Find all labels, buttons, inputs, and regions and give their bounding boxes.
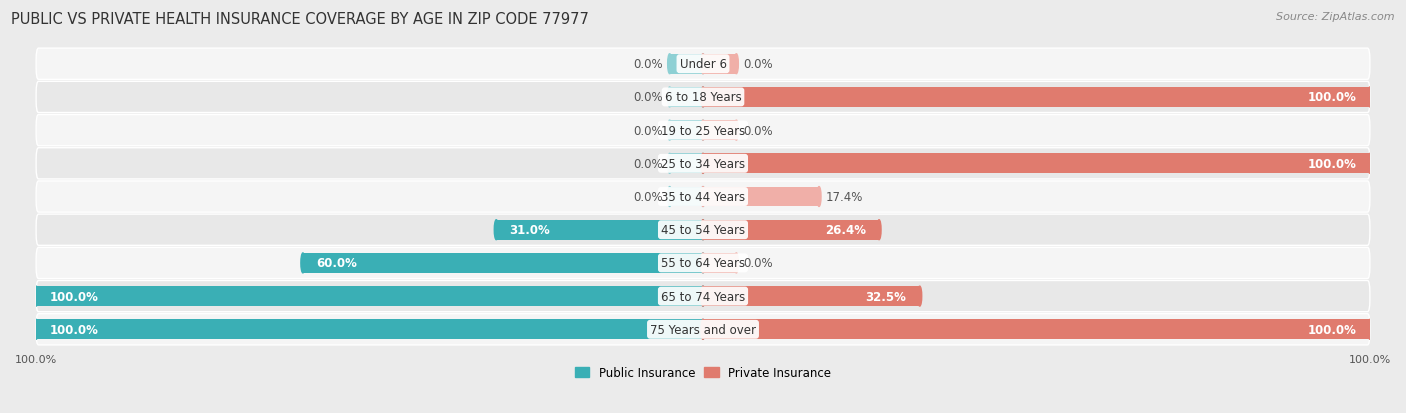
Circle shape bbox=[702, 220, 704, 240]
Circle shape bbox=[1368, 88, 1372, 108]
Bar bbox=[37, 287, 703, 306]
Text: 35 to 44 Years: 35 to 44 Years bbox=[661, 190, 745, 204]
Circle shape bbox=[702, 88, 704, 108]
Bar bbox=[496, 220, 703, 240]
Text: 0.0%: 0.0% bbox=[633, 58, 664, 71]
Text: 32.5%: 32.5% bbox=[866, 290, 907, 303]
Text: 65 to 74 Years: 65 to 74 Years bbox=[661, 290, 745, 303]
Circle shape bbox=[34, 320, 38, 339]
Bar bbox=[37, 320, 703, 339]
Text: 0.0%: 0.0% bbox=[633, 157, 664, 171]
FancyBboxPatch shape bbox=[37, 248, 1369, 279]
Circle shape bbox=[34, 287, 38, 306]
FancyBboxPatch shape bbox=[37, 215, 1369, 246]
Text: 26.4%: 26.4% bbox=[825, 224, 866, 237]
Circle shape bbox=[702, 287, 704, 306]
Circle shape bbox=[734, 121, 738, 141]
Bar bbox=[669, 154, 703, 174]
Bar bbox=[669, 88, 703, 108]
Circle shape bbox=[668, 154, 672, 174]
Text: PUBLIC VS PRIVATE HEALTH INSURANCE COVERAGE BY AGE IN ZIP CODE 77977: PUBLIC VS PRIVATE HEALTH INSURANCE COVER… bbox=[11, 12, 589, 27]
Text: Under 6: Under 6 bbox=[679, 58, 727, 71]
Bar bbox=[703, 253, 737, 273]
Circle shape bbox=[702, 55, 704, 74]
Text: 100.0%: 100.0% bbox=[49, 290, 98, 303]
Circle shape bbox=[702, 253, 704, 273]
Circle shape bbox=[668, 55, 672, 74]
Bar bbox=[703, 88, 1369, 108]
Bar bbox=[669, 55, 703, 74]
Bar bbox=[703, 220, 879, 240]
Circle shape bbox=[702, 55, 704, 74]
Circle shape bbox=[702, 121, 704, 141]
Circle shape bbox=[734, 253, 738, 273]
Text: Source: ZipAtlas.com: Source: ZipAtlas.com bbox=[1277, 12, 1395, 22]
Bar bbox=[703, 287, 920, 306]
Circle shape bbox=[702, 320, 704, 339]
Circle shape bbox=[734, 55, 738, 74]
Text: 0.0%: 0.0% bbox=[742, 58, 773, 71]
Bar bbox=[703, 121, 737, 141]
Text: 0.0%: 0.0% bbox=[742, 124, 773, 137]
Text: 0.0%: 0.0% bbox=[633, 190, 664, 204]
Text: 45 to 54 Years: 45 to 54 Years bbox=[661, 224, 745, 237]
Text: 6 to 18 Years: 6 to 18 Years bbox=[665, 91, 741, 104]
Text: 0.0%: 0.0% bbox=[633, 91, 664, 104]
Bar bbox=[703, 154, 1369, 174]
Circle shape bbox=[702, 320, 704, 339]
Circle shape bbox=[495, 220, 498, 240]
FancyBboxPatch shape bbox=[37, 49, 1369, 80]
Circle shape bbox=[668, 121, 672, 141]
FancyBboxPatch shape bbox=[37, 82, 1369, 113]
Circle shape bbox=[877, 220, 882, 240]
FancyBboxPatch shape bbox=[37, 148, 1369, 180]
Text: 19 to 25 Years: 19 to 25 Years bbox=[661, 124, 745, 137]
Circle shape bbox=[817, 187, 821, 207]
Text: 60.0%: 60.0% bbox=[316, 257, 357, 270]
Text: 55 to 64 Years: 55 to 64 Years bbox=[661, 257, 745, 270]
Text: 75 Years and over: 75 Years and over bbox=[650, 323, 756, 336]
Circle shape bbox=[918, 287, 922, 306]
Circle shape bbox=[702, 154, 704, 174]
Circle shape bbox=[301, 253, 305, 273]
Bar bbox=[703, 187, 820, 207]
Text: 100.0%: 100.0% bbox=[49, 323, 98, 336]
Text: 100.0%: 100.0% bbox=[1308, 91, 1357, 104]
Bar bbox=[669, 121, 703, 141]
FancyBboxPatch shape bbox=[37, 314, 1369, 345]
Circle shape bbox=[702, 253, 704, 273]
Circle shape bbox=[702, 220, 704, 240]
Circle shape bbox=[1368, 320, 1372, 339]
Legend: Public Insurance, Private Insurance: Public Insurance, Private Insurance bbox=[575, 366, 831, 379]
FancyBboxPatch shape bbox=[37, 281, 1369, 312]
Text: 0.0%: 0.0% bbox=[742, 257, 773, 270]
Text: 31.0%: 31.0% bbox=[509, 224, 550, 237]
Bar bbox=[703, 320, 1369, 339]
Bar bbox=[669, 187, 703, 207]
Text: 100.0%: 100.0% bbox=[1308, 157, 1357, 171]
Circle shape bbox=[702, 88, 704, 108]
Circle shape bbox=[668, 88, 672, 108]
Text: 0.0%: 0.0% bbox=[633, 124, 664, 137]
Circle shape bbox=[668, 187, 672, 207]
Text: 25 to 34 Years: 25 to 34 Years bbox=[661, 157, 745, 171]
Circle shape bbox=[702, 154, 704, 174]
Circle shape bbox=[702, 287, 704, 306]
FancyBboxPatch shape bbox=[37, 181, 1369, 213]
Text: 100.0%: 100.0% bbox=[1308, 323, 1357, 336]
FancyBboxPatch shape bbox=[37, 115, 1369, 146]
Circle shape bbox=[702, 121, 704, 141]
Bar bbox=[302, 253, 703, 273]
Circle shape bbox=[1368, 154, 1372, 174]
Circle shape bbox=[702, 187, 704, 207]
Text: 17.4%: 17.4% bbox=[825, 190, 863, 204]
Bar bbox=[703, 55, 737, 74]
Circle shape bbox=[702, 187, 704, 207]
